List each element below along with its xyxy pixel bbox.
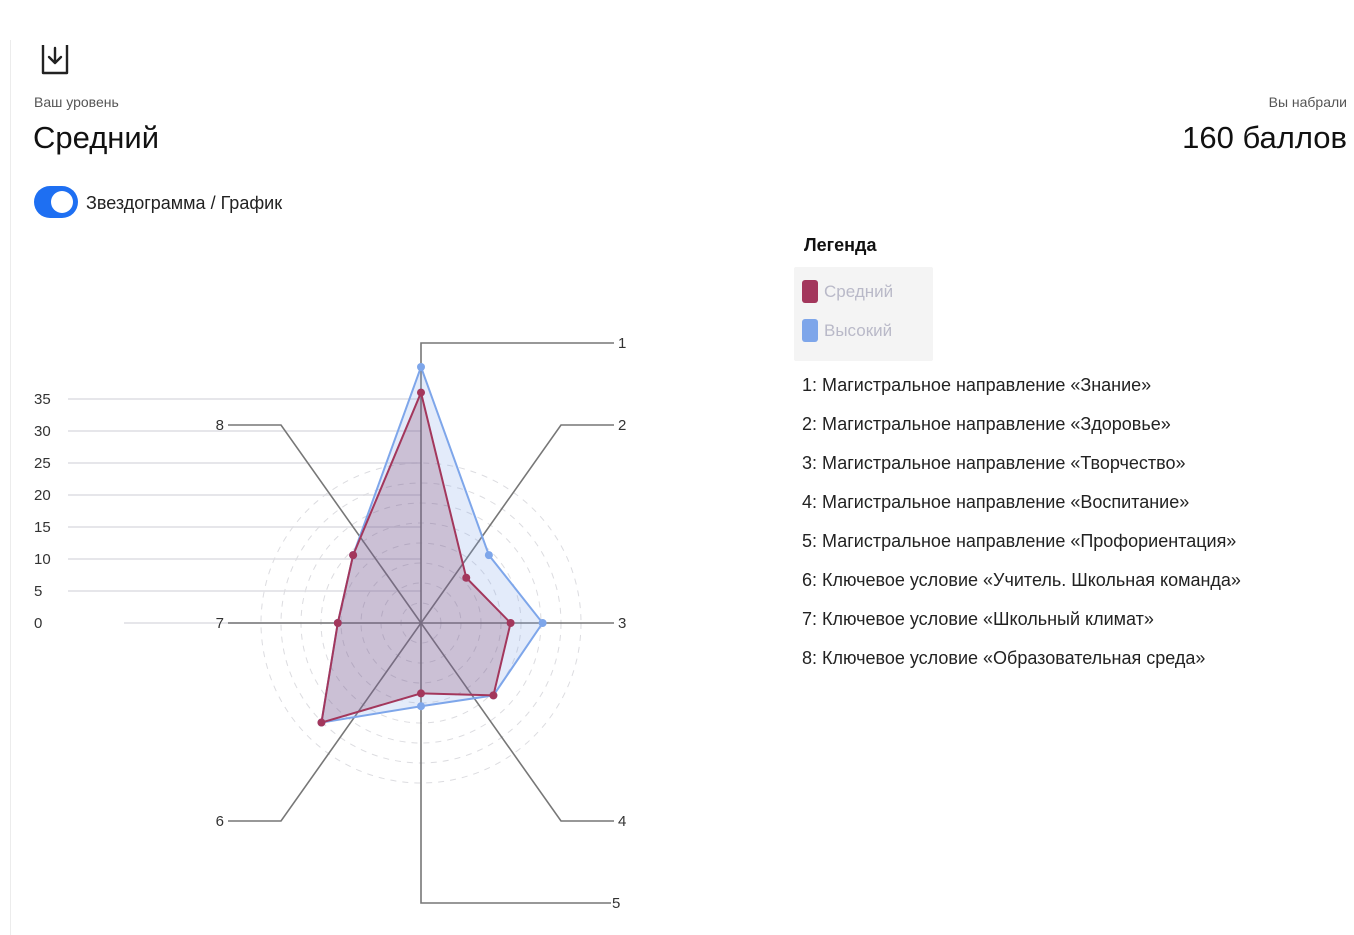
series-mid-point <box>333 619 342 627</box>
series-high-point <box>417 702 425 711</box>
axis-description: 5: Магистральное направление «Профориент… <box>802 531 1237 551</box>
y-tick-label: 15 <box>34 519 51 536</box>
legend-item-label: Высокий <box>824 320 893 340</box>
download-icon[interactable] <box>40 42 70 76</box>
legend-item-label: Средний <box>824 281 894 301</box>
legend-item-mid[interactable]: Средний <box>802 280 893 303</box>
series-high-point <box>417 363 425 371</box>
radar-axis-label: 4 <box>618 813 626 830</box>
radar-axis-label: 1 <box>618 335 626 352</box>
radar-axis-label: 7 <box>216 615 224 632</box>
page-left-border <box>10 40 11 935</box>
score-label: Вы набрали <box>1268 94 1347 110</box>
legend-title: Легенда <box>804 235 877 255</box>
y-tick-label: 10 <box>34 551 51 568</box>
axis-description-list: 1: Магистральное направление «Знание» 2:… <box>802 366 1241 678</box>
axis-description: 6: Ключевое условие «Учитель. Школьная к… <box>802 570 1241 590</box>
y-tick-label: 25 <box>34 455 51 472</box>
radar-axis-label: 3 <box>618 615 626 632</box>
y-tick-label: 20 <box>34 487 51 504</box>
radar-axis-line <box>228 622 422 822</box>
y-tick-label: 0 <box>34 615 42 632</box>
axis-description: 1: Магистральное направление «Знание» <box>802 375 1152 395</box>
level-label: Ваш уровень <box>34 94 119 110</box>
legend-swatch-mid <box>802 280 818 303</box>
radar-axis-line <box>420 424 614 624</box>
series-mid-point <box>417 689 425 698</box>
axis-description: 2: Магистральное направление «Здоровье» <box>802 414 1171 434</box>
series-mid-point <box>417 388 425 397</box>
legend-item-high[interactable]: Высокий <box>802 319 892 342</box>
radar-axis-label: 5 <box>612 895 620 912</box>
series-high-point <box>484 551 493 560</box>
legend-series-box: Средний Высокий <box>794 267 933 361</box>
y-tick-label: 5 <box>34 583 42 600</box>
radar-axis-line <box>420 342 614 623</box>
series-mid-point <box>489 691 498 700</box>
chart-view-toggle[interactable] <box>34 186 78 218</box>
level-value: Средний <box>33 120 160 155</box>
axis-description: 4: Магистральное направление «Воспитание… <box>802 492 1190 512</box>
series-mid-point <box>317 718 326 727</box>
toggle-label: Звездограмма / График <box>86 193 283 213</box>
radar-axis-label: 6 <box>216 813 224 830</box>
y-tick-label: 30 <box>34 423 51 440</box>
series-high-point <box>538 619 547 627</box>
axis-description: 7: Ключевое условие «Школьный климат» <box>802 609 1154 629</box>
series-mid-point <box>506 619 515 627</box>
radar-axis-label: 8 <box>216 417 224 434</box>
series-mid-point <box>349 551 358 560</box>
y-tick-label: 35 <box>34 391 51 408</box>
radar-chart: 35 30 25 20 15 10 5 0 1 2 3 4 5 6 7 8 <box>34 335 626 912</box>
radar-axis-line <box>420 622 614 822</box>
score-value: 160 баллов <box>1182 120 1347 155</box>
radar-axis-line <box>420 623 611 904</box>
axis-description: 8: Ключевое условие «Образовательная сре… <box>802 648 1206 668</box>
radar-axis-label: 2 <box>618 417 626 434</box>
axis-description: 3: Магистральное направление «Творчество… <box>802 453 1186 473</box>
series-mid-point <box>462 573 471 582</box>
radar-axis-line <box>228 424 422 624</box>
toggle-knob <box>51 191 73 213</box>
legend-swatch-high <box>802 319 818 342</box>
